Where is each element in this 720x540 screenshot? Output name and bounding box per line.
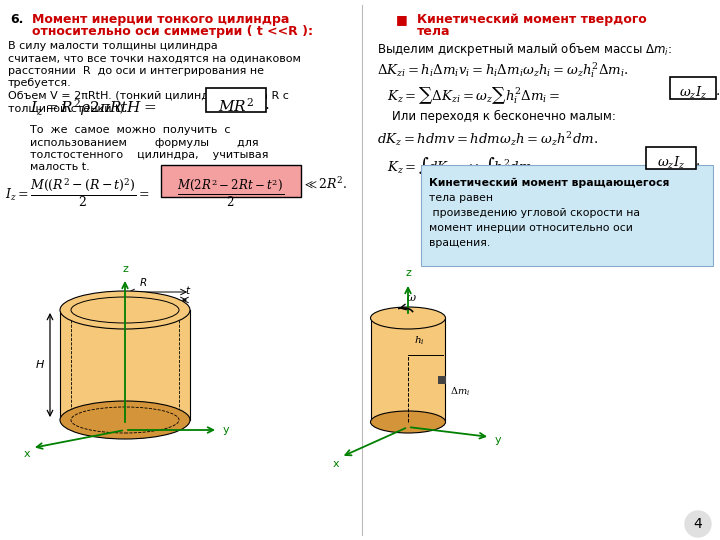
Text: считаем, что все точки находятся на одинаковом: считаем, что все точки находятся на один… xyxy=(8,53,301,64)
Text: тела: тела xyxy=(417,25,451,38)
Text: x: x xyxy=(333,459,339,469)
FancyBboxPatch shape xyxy=(206,88,266,112)
Circle shape xyxy=(685,511,711,537)
Ellipse shape xyxy=(371,411,446,433)
Text: $I_z = \dfrac{M((R^2-(R-t)^2)}{2} =$: $I_z = \dfrac{M((R^2-(R-t)^2)}{2} =$ xyxy=(5,176,150,209)
Text: z: z xyxy=(122,264,128,274)
Text: y: y xyxy=(495,435,502,445)
Text: $\ll 2R^2.$: $\ll 2R^2.$ xyxy=(302,176,348,192)
Text: момент инерции относительно оси: момент инерции относительно оси xyxy=(429,223,633,233)
Text: $\Delta m_i$: $\Delta m_i$ xyxy=(450,385,470,397)
Text: $K_z = \sum \Delta K_{zi} = \omega_z \sum h_i^2 \Delta m_i =$: $K_z = \sum \Delta K_{zi} = \omega_z \su… xyxy=(387,85,561,106)
Text: использованием        формулы        для: использованием формулы для xyxy=(30,138,258,147)
Text: тела равен: тела равен xyxy=(429,193,493,203)
Text: Или переходя к бесконечно малым:: Или переходя к бесконечно малым: xyxy=(392,110,616,123)
Ellipse shape xyxy=(71,297,179,323)
Text: $\omega_z I_z$: $\omega_z I_z$ xyxy=(657,155,685,171)
Text: $I_z = R^2\rho 2\pi RtH =$: $I_z = R^2\rho 2\pi RtH =$ xyxy=(30,97,156,118)
Text: произведению угловой скорости на: произведению угловой скорости на xyxy=(429,208,640,218)
Ellipse shape xyxy=(371,307,446,329)
FancyBboxPatch shape xyxy=(421,165,713,266)
Text: Объем V = 2πRtH. (тонкий цилиндр радиуса R с: Объем V = 2πRtH. (тонкий цилиндр радиуса… xyxy=(8,91,289,101)
FancyBboxPatch shape xyxy=(670,77,716,99)
Text: H: H xyxy=(36,360,44,370)
Text: x: x xyxy=(24,449,30,459)
Text: $.$: $.$ xyxy=(715,85,720,98)
Text: Кинетический момент твердого: Кинетический момент твердого xyxy=(417,13,647,26)
Polygon shape xyxy=(438,376,446,384)
Text: То  же  самое  можно  получить  с: То же самое можно получить с xyxy=(30,125,230,135)
Text: $\dfrac{M(2R^2-2Rt-t^2)}{2}$: $\dfrac{M(2R^2-2Rt-t^2)}{2}$ xyxy=(177,176,284,208)
Polygon shape xyxy=(60,310,190,420)
Text: малость t.: малость t. xyxy=(30,163,90,172)
Text: Кинетический момент вращающегося: Кинетический момент вращающегося xyxy=(429,178,670,188)
Text: R: R xyxy=(140,278,147,288)
Text: ■: ■ xyxy=(396,13,408,26)
Text: $\omega_z I_z$: $\omega_z I_z$ xyxy=(679,85,707,101)
Text: $K_z = \int dK_z = \omega_z \int h^2 dm =$: $K_z = \int dK_z = \omega_z \int h^2 dm … xyxy=(387,155,545,176)
Text: толщиной стенки t).: толщиной стенки t). xyxy=(8,104,127,113)
FancyBboxPatch shape xyxy=(161,165,301,197)
FancyBboxPatch shape xyxy=(646,147,696,169)
Text: В силу малости толщины цилиндра: В силу малости толщины цилиндра xyxy=(8,41,217,51)
Text: $dK_z = hdmv = hdm\omega_z h = \omega_z h^2 dm.$: $dK_z = hdmv = hdm\omega_z h = \omega_z … xyxy=(377,130,598,148)
Text: Выделим дискретный малый объем массы $\Delta m_i$:: Выделим дискретный малый объем массы $\D… xyxy=(377,40,672,58)
Text: $MR^2$: $MR^2$ xyxy=(218,97,254,115)
Text: Момент инерции тонкого цилиндра: Момент инерции тонкого цилиндра xyxy=(32,13,289,26)
Text: 4: 4 xyxy=(693,517,703,531)
Text: $h_i$: $h_i$ xyxy=(414,334,425,347)
Text: y: y xyxy=(223,425,230,435)
Text: z: z xyxy=(405,268,411,278)
Text: относительно оси симметрии ( t <<R ):: относительно оси симметрии ( t <<R ): xyxy=(32,25,313,38)
Text: $\Delta K_{zi} = h_i \Delta m_i v_i = h_i \Delta m_i \omega_z h_i = \omega_z h_i: $\Delta K_{zi} = h_i \Delta m_i v_i = h_… xyxy=(377,60,629,79)
Text: 6.: 6. xyxy=(10,13,23,26)
Ellipse shape xyxy=(60,291,190,329)
Polygon shape xyxy=(371,318,445,422)
Text: $\omega$: $\omega$ xyxy=(406,293,417,303)
Ellipse shape xyxy=(60,401,190,439)
Text: вращения.: вращения. xyxy=(429,238,490,248)
Text: t: t xyxy=(185,286,189,296)
Text: $.$: $.$ xyxy=(264,97,269,112)
Text: расстоянии  R  до оси и интегрирования не: расстоянии R до оси и интегрирования не xyxy=(8,66,264,76)
Text: $.$: $.$ xyxy=(695,155,700,168)
Text: требуется.: требуется. xyxy=(8,78,72,89)
Text: толстостенного    цилиндра,    учитывая: толстостенного цилиндра, учитывая xyxy=(30,150,269,160)
